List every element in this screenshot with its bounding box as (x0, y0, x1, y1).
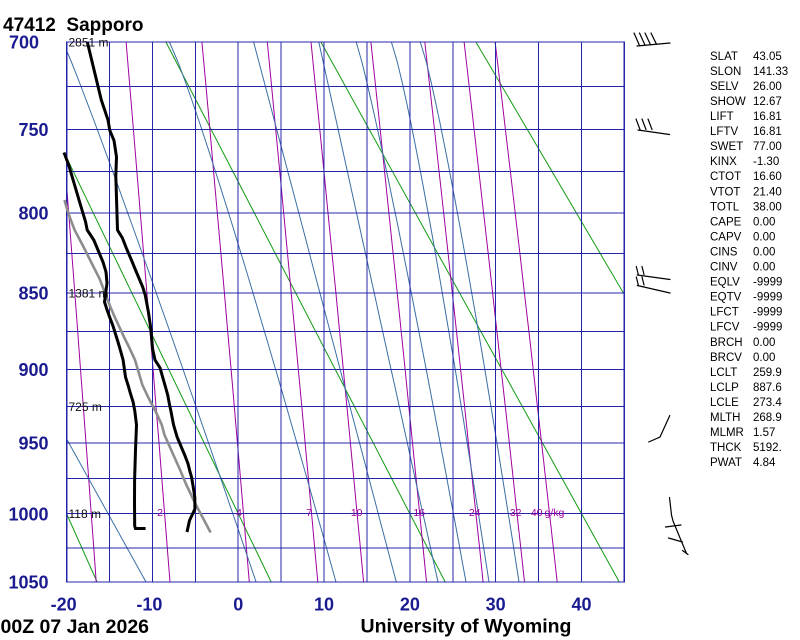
svg-text:725 m: 725 m (69, 400, 102, 414)
svg-text:PWAT: PWAT (710, 457, 742, 469)
svg-text:0.00: 0.00 (753, 337, 775, 349)
svg-text:LCLE: LCLE (710, 397, 739, 409)
svg-text:118 m: 118 m (69, 507, 101, 521)
svg-text:10: 10 (351, 507, 363, 519)
svg-text:-9999: -9999 (753, 307, 782, 319)
svg-text:77.00: 77.00 (753, 141, 782, 153)
svg-text:900: 900 (18, 360, 48, 380)
svg-text:0: 0 (233, 595, 243, 615)
svg-text:273.4: 273.4 (753, 397, 782, 409)
svg-text:16.81: 16.81 (753, 126, 782, 138)
svg-text:BRCV: BRCV (710, 352, 742, 364)
svg-text:21.40: 21.40 (753, 186, 782, 198)
svg-text:4.84: 4.84 (753, 457, 776, 469)
svg-text:47412 Sapporo: 47412 Sapporo (3, 15, 143, 36)
svg-text:VTOT: VTOT (710, 186, 740, 198)
svg-text:20: 20 (400, 595, 420, 615)
svg-text:7: 7 (306, 507, 312, 519)
svg-text:1000: 1000 (8, 504, 48, 524)
svg-text:CAPE: CAPE (710, 216, 742, 228)
svg-text:SLAT: SLAT (710, 51, 738, 63)
svg-text:26.00: 26.00 (753, 81, 782, 93)
svg-text:CINV: CINV (710, 262, 738, 274)
svg-text:-9999: -9999 (753, 322, 782, 334)
svg-text:800: 800 (18, 204, 48, 224)
svg-text:SLON: SLON (710, 66, 741, 78)
svg-text:TOTL: TOTL (710, 201, 740, 213)
svg-text:SWET: SWET (710, 141, 743, 153)
svg-text:16.60: 16.60 (753, 171, 782, 183)
svg-text:CTOT: CTOT (710, 171, 741, 183)
svg-text:g/kg: g/kg (545, 507, 565, 519)
svg-text:40: 40 (531, 507, 543, 519)
svg-text:MLTH: MLTH (710, 412, 740, 424)
svg-text:LIFT: LIFT (710, 111, 734, 123)
svg-text:LFCV: LFCV (710, 322, 740, 334)
svg-text:SHOW: SHOW (710, 96, 746, 108)
svg-text:-20: -20 (51, 595, 77, 615)
svg-text:16.81: 16.81 (753, 111, 782, 123)
svg-text:887.6: 887.6 (753, 382, 782, 394)
svg-text:268.9: 268.9 (753, 412, 782, 424)
svg-text:00Z 07 Jan 2026: 00Z 07 Jan 2026 (1, 616, 150, 638)
svg-text:1.57: 1.57 (753, 427, 775, 439)
svg-text:-10: -10 (136, 595, 162, 615)
svg-text:10: 10 (314, 595, 334, 615)
svg-text:259.9: 259.9 (753, 367, 782, 379)
svg-text:700: 700 (9, 33, 39, 53)
svg-text:-9999: -9999 (753, 292, 782, 304)
svg-text:MLMR: MLMR (710, 427, 744, 439)
svg-text:BRCH: BRCH (710, 337, 743, 349)
svg-text:40: 40 (571, 595, 591, 615)
svg-text:THCK: THCK (710, 442, 742, 454)
svg-text:LCLT: LCLT (710, 367, 737, 379)
svg-text:1050: 1050 (8, 573, 48, 593)
svg-text:CINS: CINS (710, 246, 738, 258)
svg-text:0.00: 0.00 (753, 216, 775, 228)
svg-text:KINX: KINX (710, 156, 737, 168)
svg-text:LFTV: LFTV (710, 126, 738, 138)
svg-text:2851 m: 2851 m (69, 36, 109, 50)
svg-text:32: 32 (510, 507, 522, 519)
svg-text:141.33: 141.33 (753, 66, 788, 78)
svg-text:950: 950 (18, 433, 48, 453)
svg-text:30: 30 (486, 595, 506, 615)
svg-text:0.00: 0.00 (753, 231, 775, 243)
svg-text:-9999: -9999 (753, 277, 782, 289)
svg-text:43.05: 43.05 (753, 51, 782, 63)
svg-text:5192.: 5192. (753, 442, 782, 454)
svg-text:0.00: 0.00 (753, 352, 775, 364)
svg-text:24: 24 (469, 507, 481, 519)
svg-text:16: 16 (413, 507, 425, 519)
svg-text:0.00: 0.00 (753, 262, 775, 274)
svg-text:1381 m: 1381 m (69, 286, 109, 300)
svg-text:LFCT: LFCT (710, 307, 739, 319)
svg-text:750: 750 (18, 120, 48, 140)
svg-text:850: 850 (18, 283, 48, 303)
svg-text:EQLV: EQLV (710, 277, 740, 289)
svg-text:2: 2 (157, 507, 163, 519)
svg-text:LCLP: LCLP (710, 382, 739, 394)
svg-text:38.00: 38.00 (753, 201, 782, 213)
svg-text:0.00: 0.00 (753, 246, 775, 258)
svg-text:EQTV: EQTV (710, 292, 742, 304)
svg-text:CAPV: CAPV (710, 231, 742, 243)
svg-text:University of Wyoming: University of Wyoming (361, 616, 572, 638)
svg-text:-1.30: -1.30 (753, 156, 779, 168)
svg-text:SELV: SELV (710, 81, 739, 93)
svg-text:12.67: 12.67 (753, 96, 782, 108)
svg-text:4: 4 (236, 507, 242, 519)
